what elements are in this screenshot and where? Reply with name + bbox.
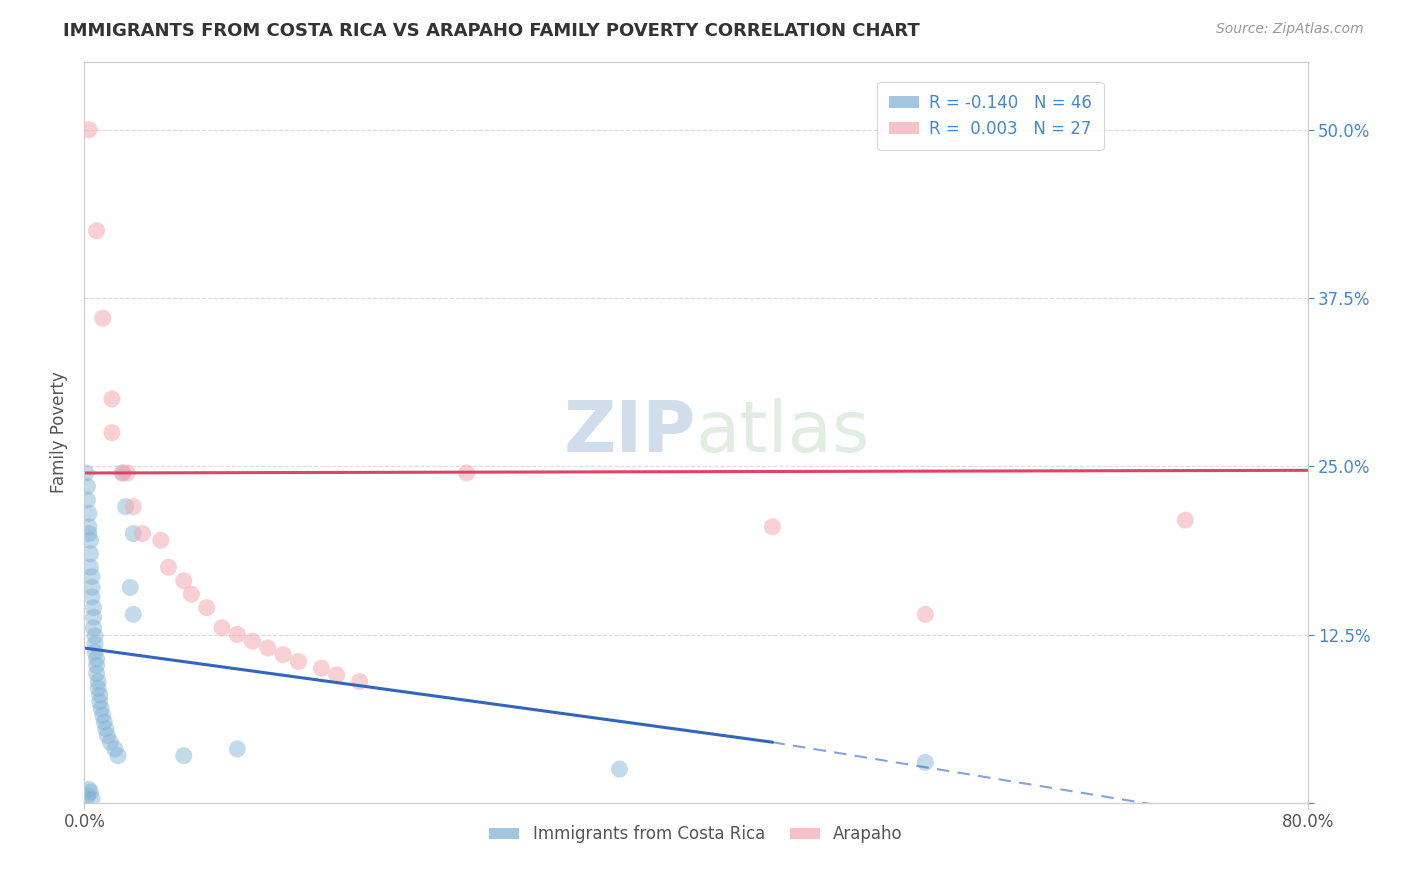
Point <box>761 520 783 534</box>
Point <box>226 742 249 756</box>
Point <box>90 701 112 715</box>
Point <box>87 674 110 689</box>
Point <box>111 466 134 480</box>
Point <box>77 782 100 797</box>
Text: atlas: atlas <box>696 398 870 467</box>
Point <box>76 492 98 507</box>
Point <box>77 526 100 541</box>
Point <box>325 668 347 682</box>
Point <box>914 756 936 770</box>
Point <box>86 658 108 673</box>
Point <box>456 466 478 480</box>
Point <box>104 742 127 756</box>
Point <box>83 621 105 635</box>
Point <box>311 661 333 675</box>
Point <box>98 735 121 749</box>
Point <box>149 533 172 548</box>
Point <box>173 748 195 763</box>
Point <box>226 627 249 641</box>
Point <box>101 392 124 406</box>
Point <box>211 621 233 635</box>
Point <box>77 507 100 521</box>
Point <box>122 500 145 514</box>
Point <box>122 526 145 541</box>
Point <box>80 569 103 583</box>
Point <box>91 311 114 326</box>
Point <box>77 520 100 534</box>
Point <box>80 791 103 805</box>
Point <box>93 714 115 729</box>
Point <box>115 466 138 480</box>
Point <box>96 729 118 743</box>
Y-axis label: Family Poverty: Family Poverty <box>51 372 69 493</box>
Point <box>242 634 264 648</box>
Point <box>349 674 371 689</box>
Point <box>173 574 195 588</box>
Point <box>86 224 108 238</box>
Point <box>180 587 202 601</box>
Point <box>114 500 136 514</box>
Point <box>79 560 101 574</box>
Point <box>84 629 107 643</box>
Point <box>87 681 110 696</box>
Point <box>157 560 180 574</box>
Point <box>257 640 280 655</box>
Point <box>86 652 108 666</box>
Point <box>83 610 105 624</box>
Text: IMMIGRANTS FROM COSTA RICA VS ARAPAHO FAMILY POVERTY CORRELATION CHART: IMMIGRANTS FROM COSTA RICA VS ARAPAHO FA… <box>63 22 920 40</box>
Point <box>609 762 631 776</box>
Point <box>91 708 114 723</box>
Point <box>84 637 107 651</box>
Point <box>79 547 101 561</box>
Point <box>79 533 101 548</box>
Point <box>77 122 100 136</box>
Text: ZIP: ZIP <box>564 398 696 467</box>
Point <box>111 466 134 480</box>
Point <box>76 789 98 803</box>
Point <box>75 466 97 480</box>
Point <box>122 607 145 622</box>
Point <box>914 607 936 622</box>
Point <box>120 581 142 595</box>
Point <box>195 600 218 615</box>
Point <box>271 648 294 662</box>
Point <box>101 425 124 440</box>
Point <box>89 695 111 709</box>
Point <box>287 655 309 669</box>
Point <box>83 600 105 615</box>
Point <box>76 479 98 493</box>
Point <box>131 526 153 541</box>
Point <box>89 688 111 702</box>
Text: Source: ZipAtlas.com: Source: ZipAtlas.com <box>1216 22 1364 37</box>
Point <box>84 645 107 659</box>
Legend: Immigrants from Costa Rica, Arapaho: Immigrants from Costa Rica, Arapaho <box>482 819 910 850</box>
Point <box>1174 513 1197 527</box>
Point <box>80 590 103 604</box>
Point <box>79 785 101 799</box>
Point <box>107 748 129 763</box>
Point <box>80 581 103 595</box>
Point <box>94 722 117 736</box>
Point <box>86 666 108 681</box>
